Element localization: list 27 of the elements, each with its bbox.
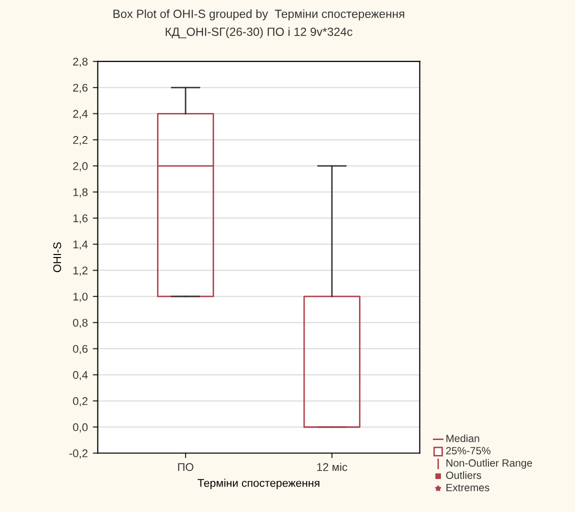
y-tick-label: 1,2 — [73, 266, 88, 276]
y-tick-label: 2,0 — [73, 162, 88, 172]
y-tick-label: 2,8 — [73, 58, 88, 67]
text: Non-Outlier Range — [446, 459, 532, 469]
text: 25%-75% — [446, 447, 490, 454]
text: Median — [446, 434, 480, 442]
y-tick-label: 2,4 — [73, 110, 88, 120]
y-tick-label: 0,8 — [73, 318, 88, 328]
y-tick-label: 1,4 — [73, 240, 88, 250]
chart-subtitle: КД_OHI-SГ(26-30) ПО і 12 9v*324c — [166, 27, 352, 38]
x-axis-title: Терміни спостереження — [198, 478, 320, 490]
y-axis-title: OHI-S — [53, 242, 62, 272]
y-tick-label: 1,6 — [73, 214, 88, 224]
y-tick-label: -0,2 — [69, 449, 88, 459]
chart-title: Box Plot of OHI-S grouped by Терміни спостереження — [114, 9, 404, 20]
x-tick-label: ПО — [178, 463, 194, 472]
y-tick-label: 0,6 — [73, 344, 88, 354]
y-tick-label: 2,6 — [73, 84, 88, 93]
y-tick-label: 1,8 — [73, 188, 88, 198]
y-tick-label: 2,2 — [73, 136, 88, 146]
y-tick-label: 0,2 — [73, 397, 88, 406]
x-tick-label: 12 міс — [317, 462, 348, 472]
text: Outliers — [446, 471, 482, 479]
y-tick-label: 0,4 — [73, 371, 88, 380]
y-tick-label: 1,0 — [73, 292, 88, 302]
y-tick-label: 0,0 — [73, 423, 88, 432]
text: Extremes — [446, 484, 490, 492]
